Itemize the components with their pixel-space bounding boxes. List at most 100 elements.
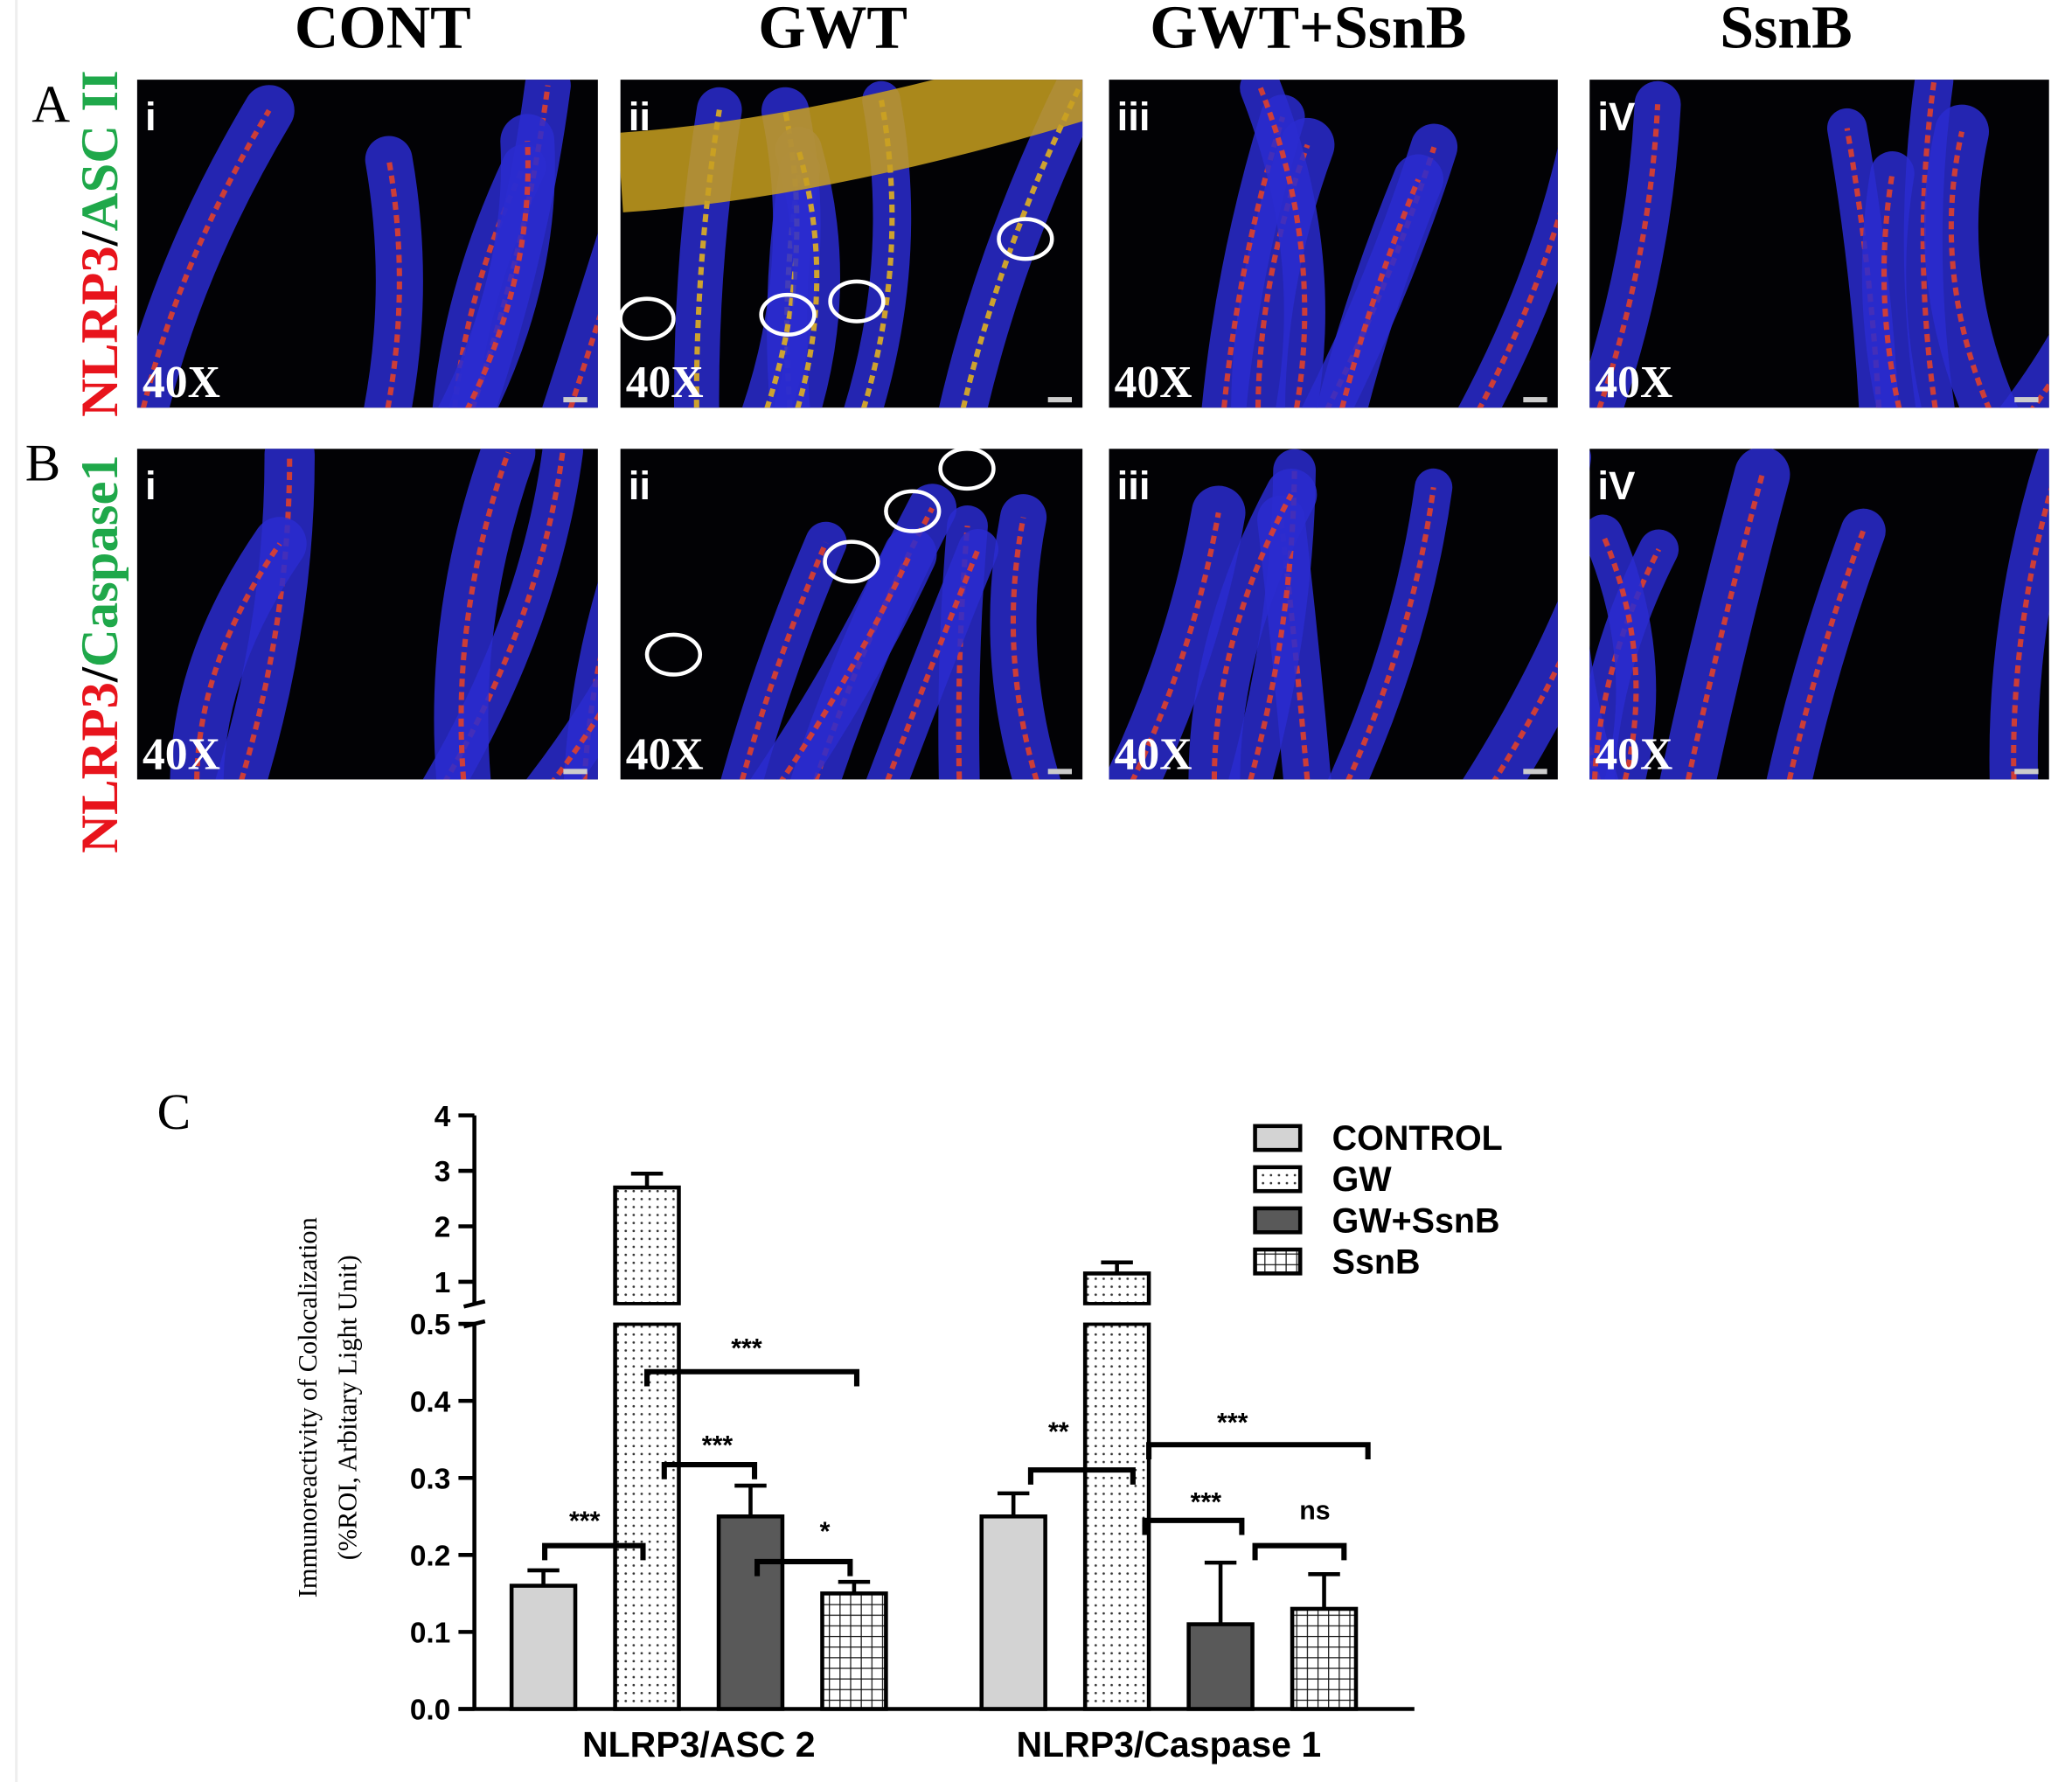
significance-label: *** xyxy=(1191,1488,1222,1517)
panel-numeral: i xyxy=(145,94,156,139)
bar xyxy=(1186,1622,1255,1711)
significance-label: * xyxy=(820,1518,831,1547)
tissue-band xyxy=(542,233,598,408)
bar xyxy=(979,1514,1047,1711)
bar xyxy=(1290,1606,1359,1711)
tissue xyxy=(720,484,1061,780)
scale-bar xyxy=(1523,397,1547,403)
row-label-part: NLRP3 xyxy=(71,682,129,853)
bar-upper xyxy=(1082,1271,1151,1306)
significance-bracket xyxy=(754,1558,853,1577)
highlight-circle xyxy=(823,539,880,584)
tissue-edge xyxy=(1881,172,1902,408)
significance-bracket xyxy=(542,1542,646,1561)
row-letter: B xyxy=(25,435,61,493)
highlight-circle xyxy=(618,296,676,341)
y-tick-label: 3 xyxy=(435,1156,451,1188)
error-bar xyxy=(734,1483,767,1517)
row-label: NLRP3/ASC II xyxy=(71,70,129,417)
bar xyxy=(820,1591,888,1711)
bar xyxy=(1082,1321,1151,1711)
magnification: 40X xyxy=(1115,729,1192,779)
highlight-circle xyxy=(938,447,996,491)
tissue-edge xyxy=(239,454,293,780)
break-gap xyxy=(1081,1305,1153,1323)
significance-label: ns xyxy=(1299,1496,1330,1525)
tissue-band xyxy=(1766,508,1886,780)
row-label-part: NLRP3 xyxy=(71,246,129,417)
error-bar xyxy=(838,1579,871,1594)
legend-label: CONTROL xyxy=(1332,1119,1503,1158)
tissue-edge xyxy=(1491,660,1558,780)
row-label-part: / xyxy=(71,666,129,683)
legend-swatch xyxy=(1253,1165,1303,1194)
legend-label: SsnB xyxy=(1332,1243,1421,1281)
error-bar xyxy=(630,1171,664,1188)
tissue-edge xyxy=(885,548,981,780)
bar xyxy=(613,1321,681,1711)
scale-bar xyxy=(1047,769,1073,775)
legend-swatch xyxy=(1253,1206,1303,1235)
significance-bracket xyxy=(1252,1542,1347,1561)
highlight-circle xyxy=(759,292,817,337)
legend-label: GW xyxy=(1332,1160,1393,1199)
highlight-circle xyxy=(644,632,703,677)
tissue xyxy=(1589,80,2049,408)
legend-label: GW+SsnB xyxy=(1332,1201,1500,1240)
row-label: NLRP3/Caspase1 xyxy=(71,455,129,853)
tissue-top xyxy=(620,80,1083,212)
tissue-edge xyxy=(1211,493,1294,780)
micrograph xyxy=(1109,80,1558,408)
tissue-edge xyxy=(739,541,829,780)
x-tick-label: NLRP3/ASC 2 xyxy=(582,1724,816,1765)
tissue-edge xyxy=(1591,547,1662,780)
panel-numeral: ii xyxy=(629,94,650,139)
significance-label: *** xyxy=(731,1334,762,1363)
y-axis-label: (%ROI, Arbitary Light Unit) xyxy=(332,1255,362,1560)
tissue-edge xyxy=(1257,87,1308,408)
tissue-edge xyxy=(779,553,913,780)
tissue-edge xyxy=(465,141,531,408)
y-tick-label: 0.5 xyxy=(410,1309,450,1341)
error-bar xyxy=(997,1491,1030,1517)
error-bar xyxy=(1101,1260,1133,1274)
significance-label: *** xyxy=(1217,1409,1248,1437)
scale-bar xyxy=(1047,397,1073,403)
magnification: 40X xyxy=(1595,358,1672,407)
panel-numeral: iV xyxy=(1597,463,1636,508)
error-bar xyxy=(1204,1560,1237,1625)
y-tick-label: 0.0 xyxy=(410,1695,450,1727)
tissue-edge xyxy=(1596,104,1661,408)
micrograph xyxy=(1109,449,1558,780)
tissue-edge xyxy=(1948,130,1992,408)
significance-bracket xyxy=(1146,1442,1371,1459)
tissue-edge xyxy=(1345,486,1436,780)
tissue-edge xyxy=(194,542,282,780)
tissue-edge xyxy=(2011,486,2049,780)
row-label-part: Caspase1 xyxy=(71,455,129,667)
magnification: 40X xyxy=(1115,358,1192,407)
tissue-edge xyxy=(1130,512,1221,780)
error-bar xyxy=(527,1568,560,1586)
magnification: 40X xyxy=(626,729,704,779)
legend-swatch xyxy=(1253,1247,1303,1276)
significance-bracket xyxy=(644,1368,860,1387)
column-header: GWT xyxy=(758,0,907,62)
magnification: 40X xyxy=(143,729,220,779)
y-tick-label: 0.2 xyxy=(410,1540,450,1572)
y-tick-label: 1 xyxy=(435,1267,451,1299)
tissue xyxy=(1589,449,2049,780)
scale-bar xyxy=(563,769,588,775)
bar-upper xyxy=(613,1185,681,1306)
y-tick-label: 4 xyxy=(435,1101,451,1133)
break-gap xyxy=(611,1305,684,1323)
y-tick-label: 0.1 xyxy=(410,1618,450,1650)
significance-label: ** xyxy=(1048,1418,1069,1447)
tissue-edge xyxy=(1010,517,1039,780)
error-bar xyxy=(1308,1572,1340,1609)
scale-bar xyxy=(2014,769,2039,775)
magnification: 40X xyxy=(143,358,220,407)
row-letter: A xyxy=(31,76,70,135)
bar xyxy=(716,1514,785,1711)
